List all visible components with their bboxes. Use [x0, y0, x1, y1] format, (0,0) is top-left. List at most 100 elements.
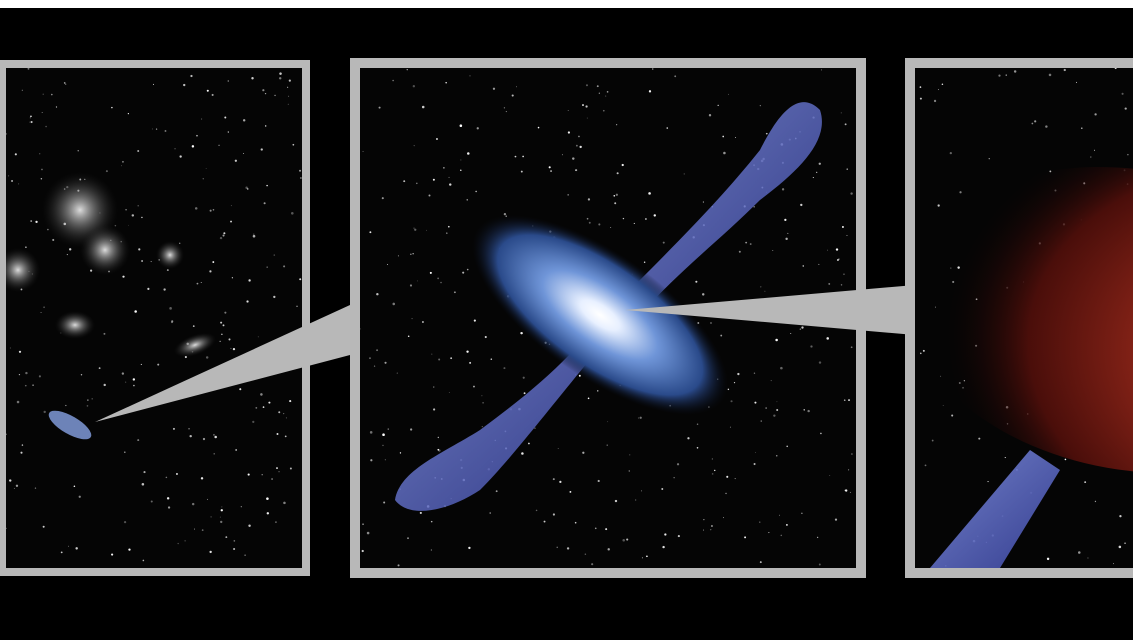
star	[73, 485, 76, 488]
star	[785, 237, 788, 241]
star	[218, 144, 220, 146]
star	[201, 529, 204, 532]
star	[157, 363, 160, 366]
star	[800, 203, 803, 207]
star	[687, 437, 690, 440]
star	[550, 170, 552, 173]
star	[818, 563, 821, 566]
star	[653, 214, 656, 217]
star	[382, 444, 384, 447]
star	[738, 250, 741, 253]
star	[772, 250, 774, 251]
star	[231, 277, 234, 279]
star	[141, 216, 143, 219]
star	[639, 416, 642, 419]
star	[221, 333, 223, 336]
star	[392, 79, 394, 82]
star	[701, 293, 705, 296]
star	[202, 178, 204, 180]
star	[467, 152, 470, 155]
star	[167, 506, 171, 509]
star	[268, 401, 271, 404]
star	[127, 113, 129, 115]
star	[949, 151, 952, 155]
star	[559, 480, 562, 484]
star	[124, 451, 126, 453]
star	[121, 372, 125, 375]
star	[147, 287, 150, 290]
star	[414, 228, 417, 231]
star	[32, 384, 34, 386]
star	[733, 382, 736, 384]
star	[190, 74, 193, 78]
star	[726, 475, 729, 478]
star	[610, 227, 612, 229]
star	[703, 518, 705, 521]
star	[245, 186, 248, 189]
star	[937, 88, 940, 91]
star	[137, 439, 140, 442]
star	[38, 375, 41, 378]
star	[607, 421, 609, 423]
star	[651, 68, 654, 70]
star	[606, 90, 609, 93]
star	[369, 357, 371, 359]
star	[449, 183, 452, 186]
star	[744, 536, 747, 539]
star	[696, 446, 699, 449]
star	[490, 358, 493, 360]
star	[826, 337, 829, 340]
star	[790, 332, 792, 335]
star	[275, 521, 277, 523]
star	[807, 409, 810, 413]
star	[511, 94, 514, 97]
star	[598, 223, 601, 226]
star	[121, 165, 122, 167]
star	[1119, 515, 1122, 518]
star	[591, 563, 594, 566]
star	[406, 69, 408, 71]
star	[262, 89, 265, 92]
star	[730, 400, 733, 403]
jet	[395, 320, 610, 511]
star	[201, 118, 203, 120]
star	[720, 334, 723, 337]
star	[246, 300, 249, 303]
star	[384, 459, 386, 461]
star	[257, 336, 259, 338]
star	[641, 557, 643, 559]
star	[556, 546, 558, 549]
star	[484, 335, 487, 339]
star	[14, 153, 17, 156]
star	[431, 353, 433, 355]
star	[528, 442, 530, 445]
star	[260, 148, 263, 151]
star	[557, 448, 559, 449]
star	[835, 248, 839, 251]
star	[768, 532, 770, 534]
star	[421, 321, 424, 323]
star	[429, 271, 432, 274]
star	[640, 490, 643, 492]
star	[765, 407, 767, 409]
star	[829, 474, 831, 476]
star	[376, 292, 379, 296]
star	[481, 425, 483, 428]
star	[291, 212, 294, 215]
star	[760, 420, 762, 422]
star	[959, 191, 962, 194]
star	[1087, 557, 1089, 559]
star	[676, 463, 680, 466]
star	[189, 434, 192, 438]
star	[288, 79, 291, 82]
star	[622, 217, 625, 220]
star	[438, 358, 441, 361]
star	[289, 467, 292, 470]
star	[596, 85, 599, 88]
star	[846, 234, 848, 237]
galaxy-blob	[80, 225, 130, 275]
star	[587, 198, 591, 201]
star	[39, 153, 41, 155]
star	[785, 523, 788, 526]
star	[42, 93, 44, 95]
